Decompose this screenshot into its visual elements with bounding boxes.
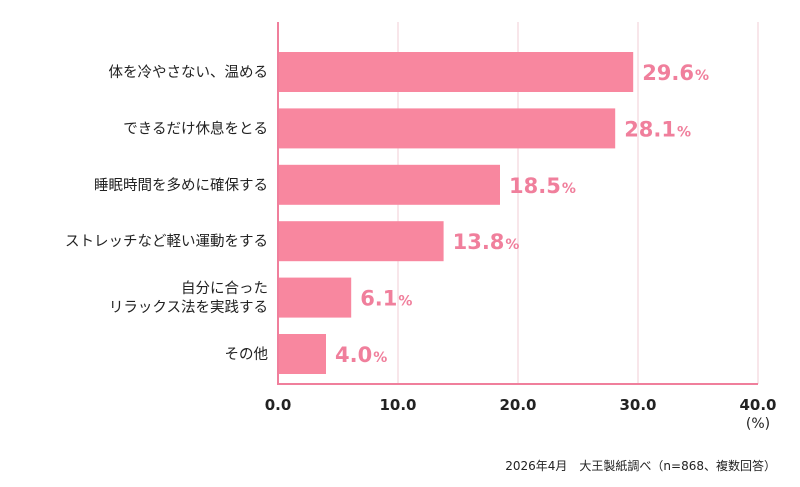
bar: [278, 221, 444, 262]
x-tick-label: 30.0: [619, 396, 656, 414]
category-label: できるだけ休息をとる: [123, 120, 268, 137]
bar: [278, 334, 326, 374]
x-tick-label: 20.0: [499, 396, 536, 414]
category-label: 睡眠時間を多めに確保する: [94, 177, 268, 194]
bar: [278, 164, 500, 205]
value-unit: %: [398, 294, 412, 310]
value-unit: %: [505, 237, 519, 253]
value-labels: 29.6%28.1%18.5%13.8%6.1%4.0%: [335, 61, 709, 367]
value-label: 28.1%: [624, 117, 691, 141]
bars: [278, 52, 634, 374]
category-labels: 体を冷やさない、温めるできるだけ休息をとる睡眠時間を多めに確保するストレッチなど…: [65, 64, 268, 363]
value-label: 4.0%: [335, 343, 387, 367]
value-unit: %: [373, 350, 387, 366]
x-tick-label: 10.0: [379, 396, 416, 414]
category-label: その他: [225, 346, 269, 363]
x-axis-unit: (%): [746, 416, 770, 432]
value-unit: %: [695, 68, 709, 84]
value-label: 6.1%: [360, 287, 412, 311]
category-label: 自分に合った: [181, 280, 268, 297]
value-label: 29.6%: [642, 61, 709, 85]
value-label: 13.8%: [453, 230, 520, 254]
axes: [277, 22, 758, 385]
value-number: 18.5: [509, 174, 561, 198]
bar: [278, 277, 352, 318]
value-number: 29.6: [642, 61, 694, 85]
category-label: 体を冷やさない、温める: [109, 64, 269, 81]
x-tick-label: 0.0: [265, 396, 292, 414]
x-tick-labels: 0.0 10.0 20.0 30.0 40.0: [265, 396, 777, 414]
x-tick-label: 40.0: [739, 396, 776, 414]
value-number: 6.1: [360, 287, 397, 311]
value-number: 13.8: [453, 230, 505, 254]
source-note: 2026年4月 大王製紙調べ（n=868、複数回答）: [505, 458, 776, 473]
value-label: 18.5%: [509, 174, 576, 198]
bar: [278, 108, 616, 149]
value-unit: %: [562, 181, 576, 197]
value-number: 28.1: [624, 117, 676, 141]
value-number: 4.0: [335, 343, 372, 367]
value-unit: %: [677, 124, 691, 140]
category-label: ストレッチなど軽い運動をする: [65, 233, 268, 250]
bar: [278, 52, 634, 92]
category-label: リラックス法を実践する: [109, 299, 268, 316]
